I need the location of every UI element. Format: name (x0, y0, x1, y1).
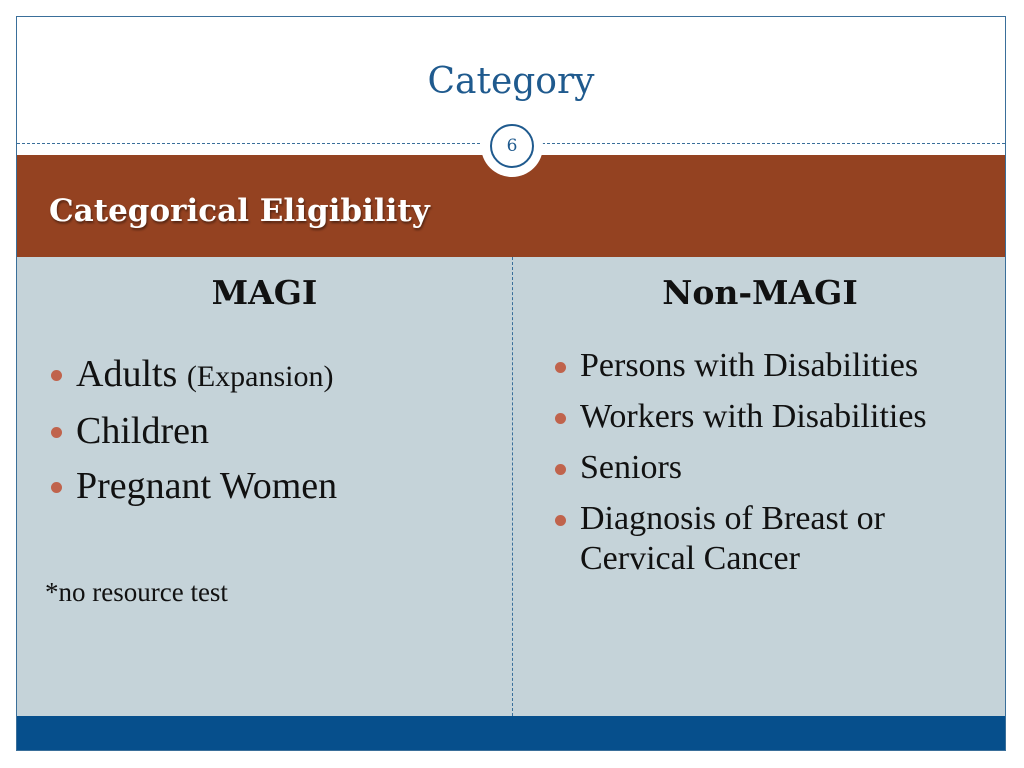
non-magi-heading: Non-MAGI (662, 273, 858, 312)
slide-number: 6 (490, 124, 534, 168)
magi-list: Adults (Expansion) Children Pregnant Wom… (47, 347, 337, 514)
list-item-text: Diagnosis of Breast or Cervical Cancer (580, 500, 886, 577)
list-item: Seniors (551, 448, 991, 488)
list-item: Persons with Disabilities (551, 346, 991, 386)
slide-title: Category (427, 61, 595, 102)
bullet-icon (555, 464, 566, 475)
footer-bar (17, 716, 1005, 750)
bullet-icon (51, 427, 62, 438)
non-magi-list: Persons with Disabilities Workers with D… (551, 346, 991, 590)
bullet-icon (51, 482, 62, 493)
list-item: Adults (Expansion) (47, 347, 337, 404)
footnote: *no resource test (45, 577, 228, 607)
list-item: Diagnosis of Breast or Cervical Cancer (551, 499, 991, 579)
list-item: Pregnant Women (47, 459, 337, 514)
list-item: Workers with Disabilities (551, 397, 991, 437)
list-item-text: Adults (76, 353, 178, 395)
magi-heading: MAGI (211, 273, 318, 312)
bullet-icon (555, 515, 566, 526)
list-item-text: Persons with Disabilities (580, 347, 919, 384)
column-divider (512, 257, 513, 716)
list-item-text: Children (76, 410, 209, 452)
list-item-text: Pregnant Women (76, 465, 338, 507)
bullet-icon (51, 370, 62, 381)
slide-number-badge: 6 (481, 115, 543, 177)
bullet-icon (555, 413, 566, 424)
content-area (17, 257, 1005, 716)
section-title: Categorical Eligibility (49, 193, 430, 229)
list-item-note: (Expansion) (186, 360, 334, 393)
list-item: Children (47, 404, 337, 459)
list-item-text: Seniors (580, 449, 682, 486)
slide: Category Categorical Eligibility 6 MAGI … (16, 16, 1006, 751)
bullet-icon (555, 362, 566, 373)
list-item-text: Workers with Disabilities (580, 398, 927, 435)
